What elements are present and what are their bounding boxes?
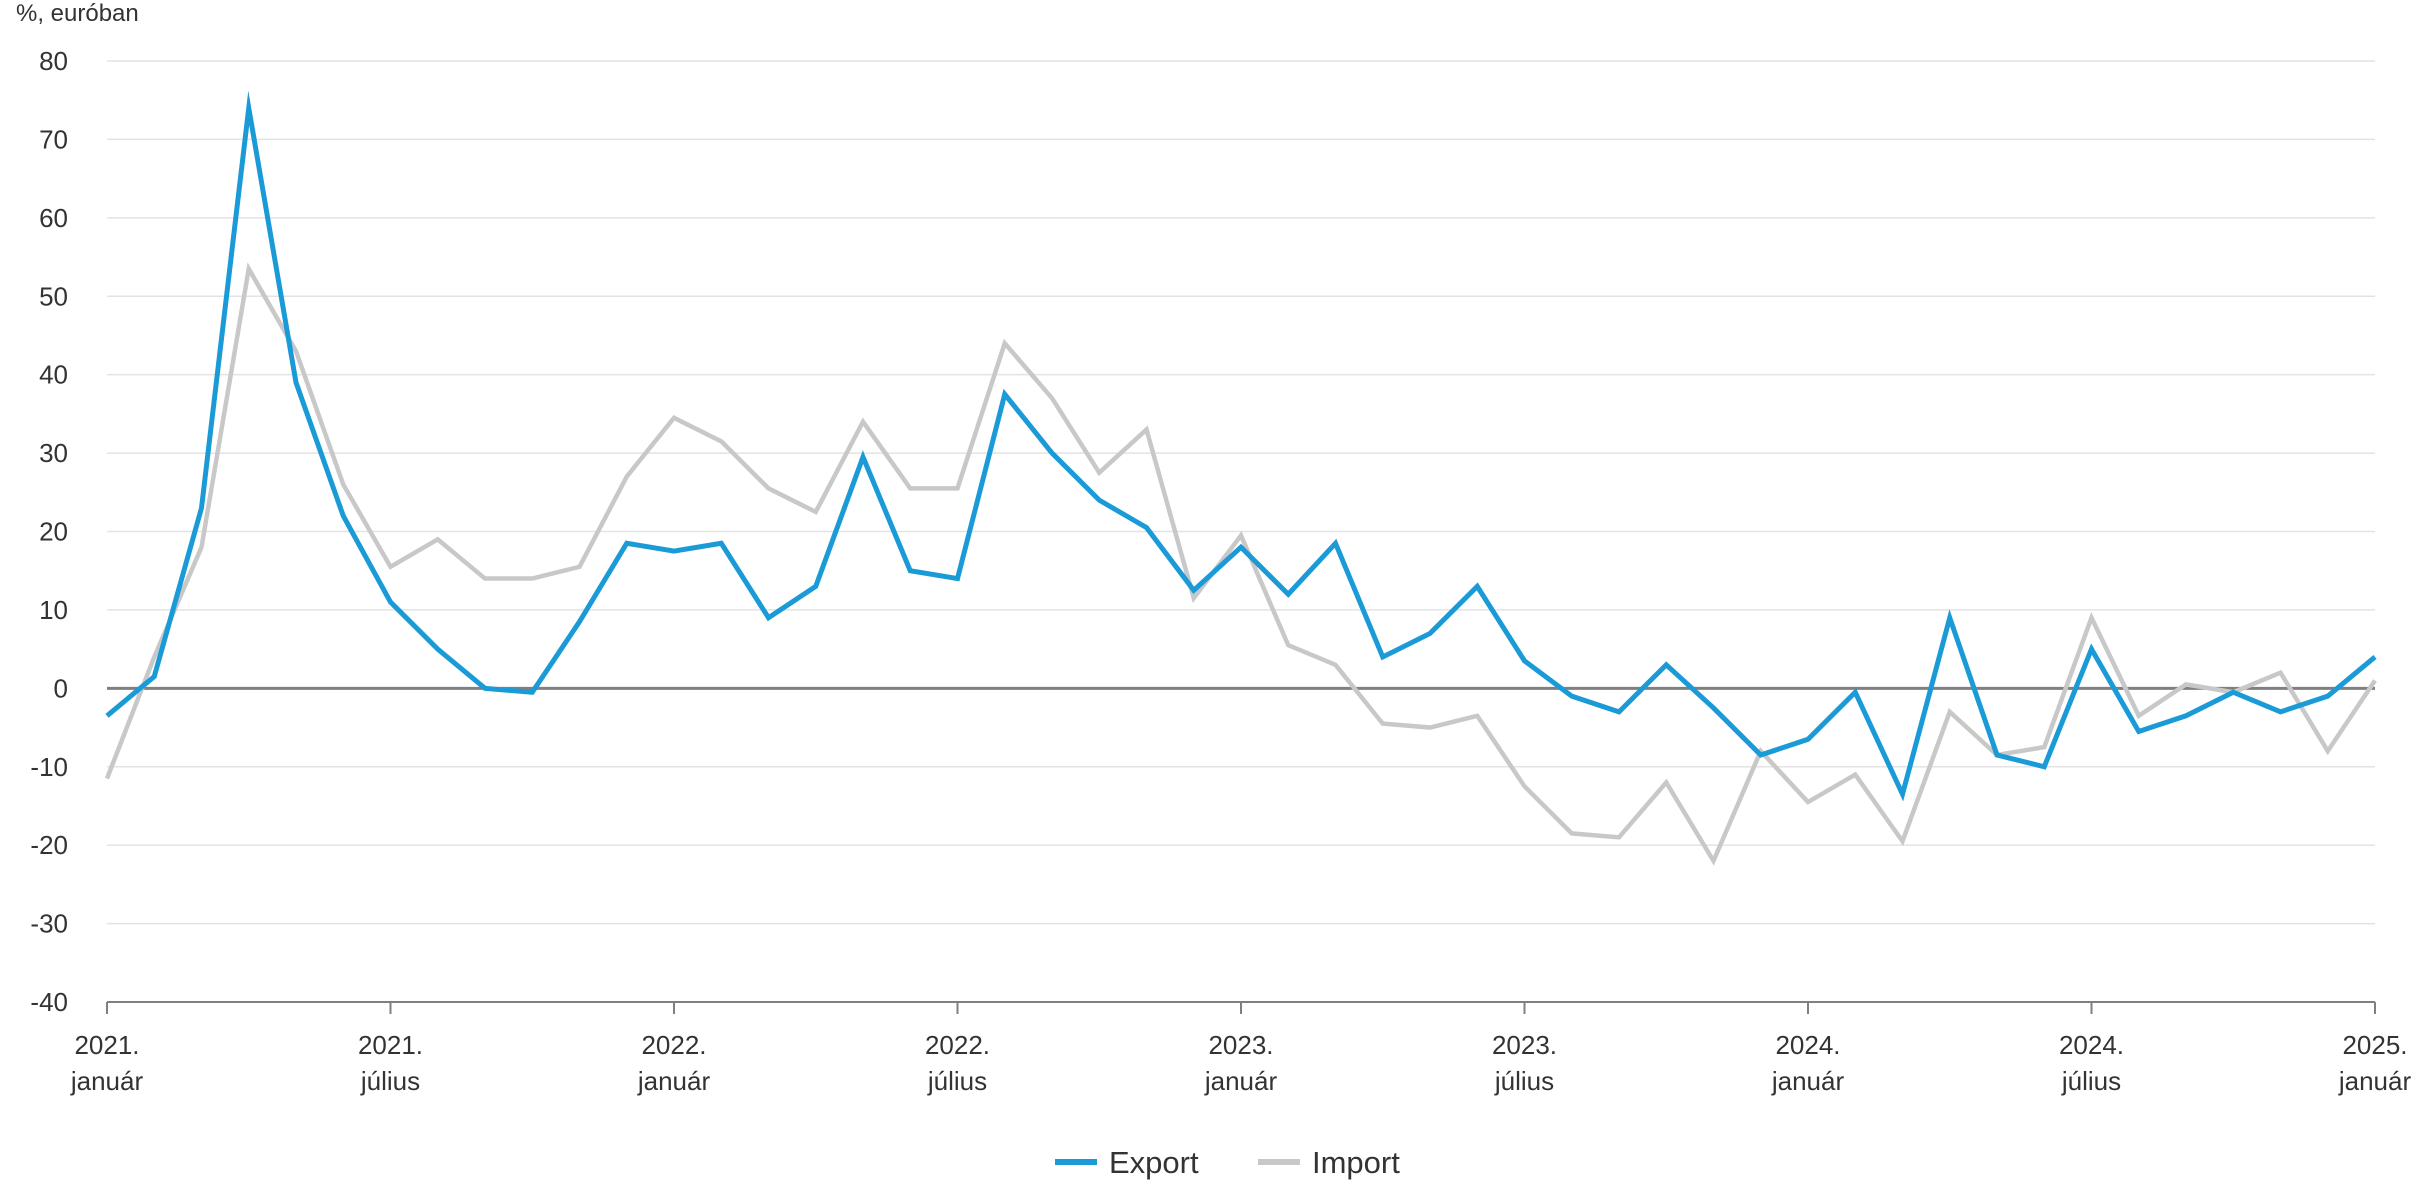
x-tick-label-year: 2022. [925,1030,990,1060]
y-tick-label: 40 [39,360,68,390]
x-tick-label-month: január [70,1066,144,1096]
x-tick-label-month: január [1771,1066,1845,1096]
y-unit-label: %, euróban [16,0,139,27]
y-tick-label: 80 [39,46,68,76]
x-tick-label-year: 2021. [358,1030,423,1060]
y-tick-label: 10 [39,595,68,625]
y-tick-label: 20 [39,517,68,547]
y-tick-label: -40 [30,987,68,1017]
x-tick-label-month: július [2061,1066,2121,1096]
y-tick-label: -20 [30,830,68,860]
y-tick-label: 70 [39,124,68,154]
x-tick-label-year: 2021. [74,1030,139,1060]
legend-label-export: Export [1109,1145,1199,1180]
grid-lines [107,60,2375,1003]
x-tick-label-month: július [927,1066,987,1096]
series-line-export [105,90,2377,802]
series-line-import [104,262,2377,866]
x-tick-label-year: 2022. [641,1030,706,1060]
x-tick-label-month: július [360,1066,420,1096]
y-tick-label: -10 [30,752,68,782]
x-tick-label-year: 2023. [1208,1030,1273,1060]
x-tick-label-month: január [2338,1066,2412,1096]
x-tick-label-month: július [1494,1066,1554,1096]
x-tick-label-year: 2024. [1775,1030,1840,1060]
y-tick-label: -30 [30,909,68,939]
x-axis: 2021. január 2021. július 2022. január 2022. jú… [70,1001,2412,1096]
y-tick-label: 30 [39,438,68,468]
x-tick-label-year: 2025. [2342,1030,2407,1060]
y-tick-label: 50 [39,281,68,311]
y-tick-label: 0 [54,673,68,703]
legend: Export Import [1055,1145,1400,1180]
y-tick-label: 60 [39,203,68,233]
x-tick-label-year: 2024. [2059,1030,2124,1060]
x-tick-label-month: január [1204,1066,1278,1096]
series-lines [104,90,2377,866]
x-tick-label-year: 2023. [1492,1030,1557,1060]
x-tick-label-month: január [637,1066,711,1096]
legend-label-import: Import [1312,1145,1400,1180]
y-axis-tick-labels: -40 -30 -20 -10 0 10 20 30 40 50 60 70 80 [30,46,68,1017]
